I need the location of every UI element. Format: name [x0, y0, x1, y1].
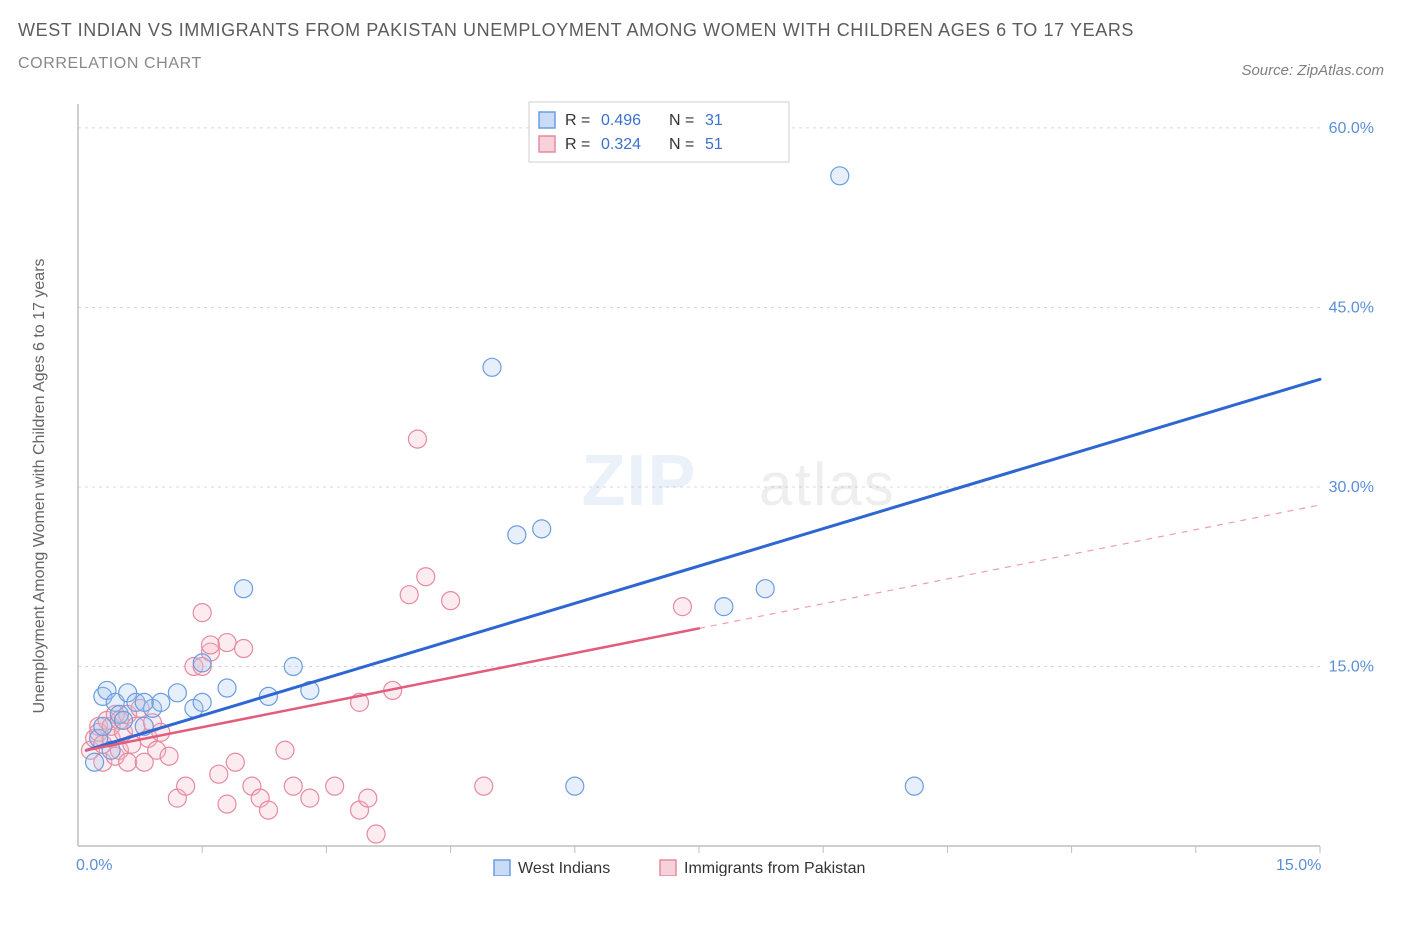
data-point [483, 358, 501, 376]
data-point [756, 580, 774, 598]
data-point [408, 430, 426, 448]
x-tick-label: 0.0% [76, 857, 112, 874]
data-point [86, 753, 104, 771]
data-point [218, 679, 236, 697]
data-point [566, 777, 584, 795]
legend-box [529, 102, 789, 162]
regression-line-extension [699, 505, 1320, 628]
scatter-chart: ZIP atlas 15.0% 30.0% 45.0% 60.0% 0.0% 15.0% R =… [70, 96, 1380, 876]
source-attribution: Source: ZipAtlas.com [1241, 62, 1384, 79]
data-point [226, 753, 244, 771]
legend-r-value: 0.324 [601, 136, 641, 153]
data-point [135, 693, 153, 711]
data-point [442, 592, 460, 610]
data-point [367, 825, 385, 843]
legend-r-label: R = [565, 136, 590, 153]
data-point [160, 747, 178, 765]
data-point [284, 777, 302, 795]
data-point [533, 520, 551, 538]
legend-series-label: Immigrants from Pakistan [684, 860, 865, 876]
data-point [218, 795, 236, 813]
data-point [831, 167, 849, 185]
y-tick-label: 45.0% [1329, 299, 1374, 316]
data-point [475, 777, 493, 795]
data-point [218, 634, 236, 652]
chart-title: WEST INDIAN VS IMMIGRANTS FROM PAKISTAN … [18, 20, 1386, 41]
legend-swatch [494, 860, 510, 876]
data-point [417, 568, 435, 586]
legend-swatch [539, 112, 555, 128]
y-tick-label: 60.0% [1329, 120, 1374, 137]
y-tick-label: 30.0% [1329, 479, 1374, 496]
data-point [276, 741, 294, 759]
data-point [400, 586, 418, 604]
legend-n-value: 51 [705, 136, 723, 153]
y-tick-label: 15.0% [1329, 658, 1374, 675]
watermark-text: ZIP [581, 441, 696, 521]
legend-swatch [660, 860, 676, 876]
data-point [326, 777, 344, 795]
legend-r-label: R = [565, 112, 590, 129]
legend-swatch [539, 136, 555, 152]
data-point [168, 684, 186, 702]
data-point [177, 777, 195, 795]
data-point [259, 801, 277, 819]
data-point [193, 604, 211, 622]
data-point [508, 526, 526, 544]
data-point [210, 765, 228, 783]
chart-area: Unemployment Among Women with Children A… [50, 96, 1380, 876]
data-point [673, 598, 691, 616]
legend-n-value: 31 [705, 112, 723, 129]
data-point [152, 693, 170, 711]
legend-series-label: West Indians [518, 860, 610, 876]
data-point [715, 598, 733, 616]
chart-subtitle: CORRELATION CHART [18, 55, 1386, 73]
watermark-text: atlas [759, 451, 896, 518]
legend-r-value: 0.496 [601, 112, 641, 129]
data-point [193, 693, 211, 711]
data-point [284, 657, 302, 675]
data-point [115, 711, 133, 729]
regression-line [86, 379, 1320, 750]
data-point [201, 636, 219, 654]
legend-n-label: N = [669, 136, 694, 153]
chart-header: WEST INDIAN VS IMMIGRANTS FROM PAKISTAN … [18, 20, 1386, 73]
data-point [905, 777, 923, 795]
data-point [359, 789, 377, 807]
data-point [119, 753, 137, 771]
legend-n-label: N = [669, 112, 694, 129]
data-point [193, 654, 211, 672]
y-axis-label: Unemployment Among Women with Children A… [31, 258, 49, 713]
data-point [235, 640, 253, 658]
data-point [94, 717, 112, 735]
data-point [301, 789, 319, 807]
data-point [235, 580, 253, 598]
x-tick-label: 15.0% [1276, 857, 1321, 874]
